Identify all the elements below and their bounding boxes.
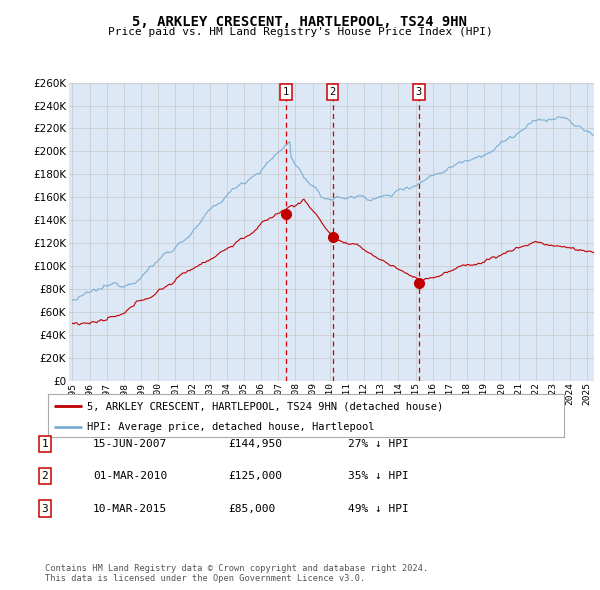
Text: 3: 3 [41, 504, 49, 513]
Text: Price paid vs. HM Land Registry's House Price Index (HPI): Price paid vs. HM Land Registry's House … [107, 27, 493, 37]
Text: £125,000: £125,000 [228, 471, 282, 481]
Text: 10-MAR-2015: 10-MAR-2015 [93, 504, 167, 513]
Text: 3: 3 [416, 87, 422, 97]
Text: 49% ↓ HPI: 49% ↓ HPI [348, 504, 409, 513]
Text: 1: 1 [41, 439, 49, 448]
Text: 15-JUN-2007: 15-JUN-2007 [93, 439, 167, 448]
Text: 1: 1 [283, 87, 289, 97]
Text: 2: 2 [41, 471, 49, 481]
Text: 5, ARKLEY CRESCENT, HARTLEPOOL, TS24 9HN (detached house): 5, ARKLEY CRESCENT, HARTLEPOOL, TS24 9HN… [86, 401, 443, 411]
Text: Contains HM Land Registry data © Crown copyright and database right 2024.
This d: Contains HM Land Registry data © Crown c… [45, 563, 428, 583]
Text: 5, ARKLEY CRESCENT, HARTLEPOOL, TS24 9HN: 5, ARKLEY CRESCENT, HARTLEPOOL, TS24 9HN [133, 15, 467, 30]
Text: 01-MAR-2010: 01-MAR-2010 [93, 471, 167, 481]
Text: £144,950: £144,950 [228, 439, 282, 448]
Text: HPI: Average price, detached house, Hartlepool: HPI: Average price, detached house, Hart… [86, 422, 374, 432]
Text: 27% ↓ HPI: 27% ↓ HPI [348, 439, 409, 448]
Text: 35% ↓ HPI: 35% ↓ HPI [348, 471, 409, 481]
Text: 2: 2 [329, 87, 336, 97]
Text: £85,000: £85,000 [228, 504, 275, 513]
